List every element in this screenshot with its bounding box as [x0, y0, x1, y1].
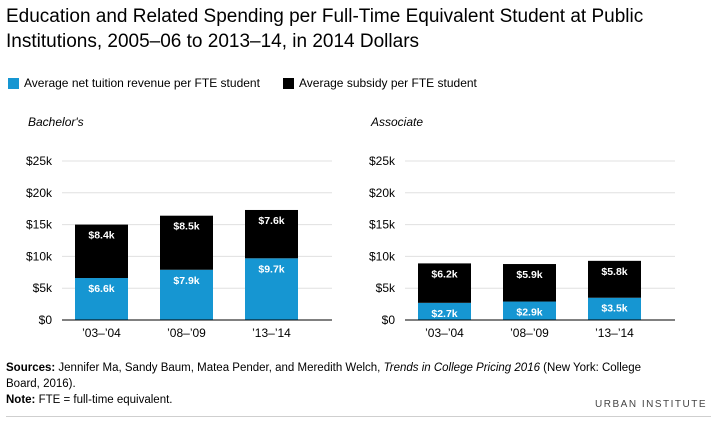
data-label-subsidy: $6.2k: [431, 268, 457, 280]
chart-title: Education and Related Spending per Full-…: [6, 6, 644, 52]
sources-text-pre: Jennifer Ma, Sandy Baum, Matea Pender, a…: [55, 362, 384, 374]
y-tick-label: $5k: [33, 281, 53, 295]
legend-label-subsidy: Average subsidy per FTE student: [299, 76, 477, 90]
data-label-subsidy: $5.8k: [601, 266, 627, 278]
data-label-subsidy: $8.5k: [173, 221, 199, 233]
data-label-tuition: $2.9k: [516, 307, 542, 319]
bar-segment-subsidy: [160, 215, 213, 270]
charts-svg: $0 $5k $10k $15k $20k $25k $6.6k $8.4k ’03–’04 $7…: [26, 154, 675, 340]
bar-segment-tuition: [75, 278, 128, 320]
footer-divider: [6, 416, 711, 417]
brand-logo-text: URBAN INSTITUTE: [595, 399, 707, 410]
y-tick-label: $5k: [376, 281, 396, 295]
bar-segment-tuition: [588, 297, 641, 320]
data-label-subsidy: $5.9k: [516, 269, 542, 281]
y-tick-label: $15k: [26, 218, 53, 232]
note-label: Note:: [6, 394, 36, 406]
bar-segment-tuition: [418, 302, 471, 320]
x-tick-label: ’03–’04: [425, 326, 464, 340]
bar-segment-subsidy: [418, 263, 471, 303]
legend-label-tuition: Average net tuition revenue per FTE stud…: [24, 76, 260, 90]
x-tick-label: ’13–’14: [252, 326, 291, 340]
data-label-tuition: $9.7k: [258, 263, 284, 275]
y-tick-label: $25k: [26, 154, 53, 168]
sources-title: Trends in College Pricing 2016: [383, 362, 540, 374]
bar-segment-tuition: [245, 258, 298, 320]
x-tick-label: ’03–’04: [82, 326, 121, 340]
y-tick-label: $20k: [369, 186, 396, 200]
data-label-subsidy: $8.4k: [88, 230, 114, 242]
note-text: FTE = full-time equivalent.: [35, 394, 173, 406]
data-label-tuition: $6.6k: [88, 283, 114, 295]
x-tick-label: ’08–’09: [510, 326, 549, 340]
data-label-tuition: $3.5k: [601, 303, 627, 315]
y-tick-label: $0: [39, 313, 53, 327]
y-tick-label: $20k: [26, 186, 53, 200]
panel-title-bachelors: Bachelor's: [28, 115, 84, 129]
sources-label: Sources:: [6, 362, 56, 374]
panel-title-associate: Associate: [371, 115, 424, 129]
y-tick-label: $0: [382, 313, 396, 327]
y-tick-label: $25k: [369, 154, 396, 168]
footer: Sources: Jennifer Ma, Sandy Baum, Matea …: [6, 360, 646, 408]
legend-swatch-subsidy: [283, 78, 294, 89]
x-tick-label: ’13–’14: [595, 326, 634, 340]
y-tick-label: $10k: [26, 249, 53, 263]
sources-text-post: (New York: College Board, 2016).: [6, 362, 641, 390]
data-label-subsidy: $7.6k: [258, 215, 284, 227]
bar-segment-subsidy: [503, 264, 556, 302]
legend-swatch-tuition: [8, 78, 19, 89]
bar-segment-subsidy: [75, 224, 128, 279]
data-label-tuition: $7.9k: [173, 275, 199, 287]
y-tick-label: $10k: [369, 249, 396, 263]
y-tick-label: $15k: [369, 218, 396, 232]
bar-segment-subsidy: [588, 260, 641, 298]
data-label-tuition: $2.7k: [431, 308, 457, 320]
bar-segment-subsidy: [245, 209, 298, 259]
bar-segment-tuition: [503, 301, 556, 320]
x-tick-label: ’08–’09: [167, 326, 206, 340]
bar-segment-tuition: [160, 269, 213, 320]
